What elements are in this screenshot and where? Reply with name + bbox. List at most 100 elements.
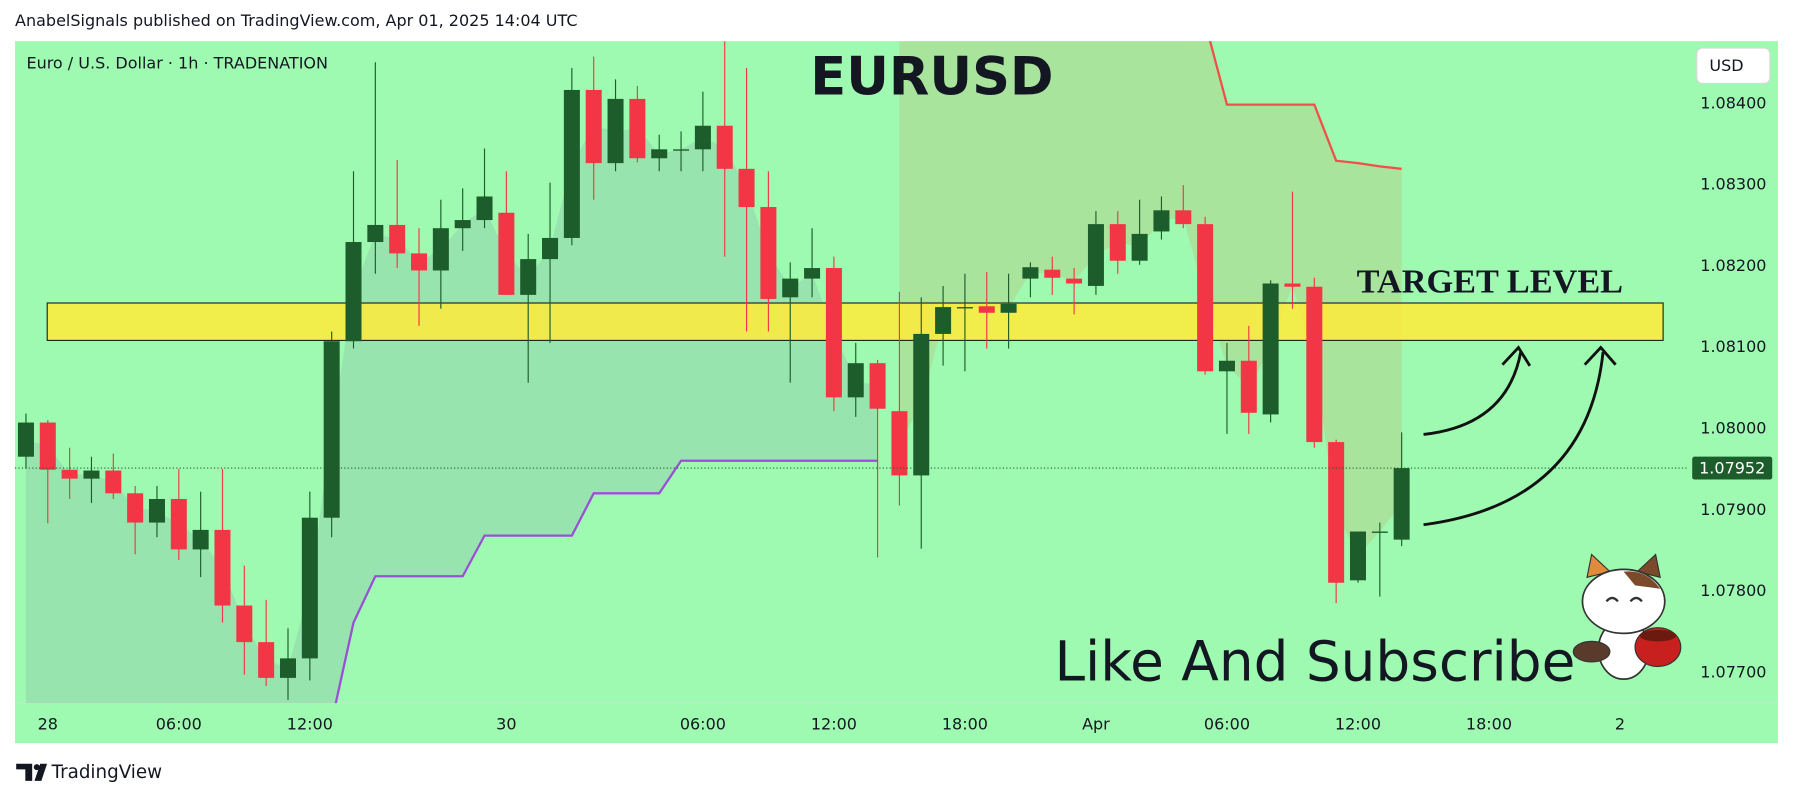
arrow-head [1501, 345, 1532, 367]
trend-line [334, 459, 878, 704]
candle-body [847, 363, 864, 398]
mascot [1572, 553, 1682, 680]
x-tick-label: 06:00 [680, 714, 726, 733]
y-tick-label: 1.08000 [1700, 419, 1766, 438]
candle-body [476, 196, 493, 221]
target-zone [46, 302, 1664, 341]
candle-body [105, 470, 122, 494]
x-tick-label: 28 [38, 714, 58, 733]
mascot-cup-small [1572, 640, 1611, 663]
footer-brand: TradingView [51, 762, 163, 783]
candle-body [367, 224, 384, 243]
candle-body [673, 149, 690, 151]
candle-body [585, 89, 602, 164]
candle-body [61, 469, 78, 479]
x-tick-label: 12:00 [1335, 714, 1381, 733]
candle-body [956, 307, 973, 309]
candle-body [1109, 224, 1126, 261]
candle-body [629, 98, 646, 159]
zone-label: TARGET LEVEL [1357, 263, 1623, 301]
candle-body [17, 422, 34, 457]
candle-body [891, 411, 908, 476]
y-tick-label: 1.07900 [1700, 500, 1766, 519]
price-label-box [1692, 456, 1773, 480]
x-tick-label: 2 [1615, 714, 1625, 733]
candle-body [1306, 286, 1323, 443]
arrow-head [1583, 345, 1617, 366]
x-tick-label: 18:00 [942, 714, 988, 733]
candle-body [1218, 360, 1235, 372]
chart-title: EURUSD [810, 47, 1053, 108]
mascot-patch [1623, 571, 1661, 589]
y-tick-label: 1.07700 [1700, 663, 1766, 682]
candle-body [1328, 442, 1345, 583]
candle-body [1262, 283, 1279, 415]
footer-logo [16, 763, 48, 781]
candle-body [1087, 224, 1104, 286]
y-tick-label: 1.08200 [1700, 256, 1766, 275]
candle-body [651, 149, 668, 159]
candle-body [1175, 210, 1192, 225]
x-tick-label: Apr [1082, 714, 1110, 733]
y-tick-label: 1.08300 [1700, 175, 1766, 194]
candle-body [738, 168, 755, 208]
candle-body [170, 498, 187, 550]
candle-body [760, 207, 777, 299]
candle-body [279, 658, 296, 678]
x-tick-label: 06:00 [156, 714, 202, 733]
candle-body [1153, 210, 1170, 232]
mascot-cup-top [1639, 629, 1677, 642]
x-tick-label: 18:00 [1466, 714, 1512, 733]
trend-line [1208, 41, 1402, 170]
arrow [1423, 351, 1523, 436]
mascot-head [1581, 568, 1666, 635]
candle-body [323, 341, 340, 518]
candle-body [498, 212, 515, 295]
arrows [1423, 345, 1617, 527]
trend-fill [899, 41, 1402, 556]
candle-body [563, 89, 580, 238]
candle-body [411, 253, 428, 271]
candle-body [301, 517, 318, 659]
x-tick-label: 12:00 [811, 714, 857, 733]
candle-body [1197, 224, 1214, 372]
candle-body [1371, 531, 1388, 533]
candle-body [1284, 283, 1301, 287]
price-label: 1.07952 [1699, 459, 1765, 478]
annotation: Like And Subscribe [1054, 630, 1575, 694]
candle-body [214, 529, 231, 606]
candle-body [148, 498, 165, 523]
candle-body [258, 642, 275, 678]
candle-body [1131, 233, 1148, 261]
candle-body [1240, 360, 1257, 413]
candle-body [1000, 303, 1017, 313]
candle-body [454, 220, 471, 229]
y-tick-label: 1.08100 [1700, 337, 1766, 356]
candle-body [39, 422, 56, 470]
x-tick-label: 06:00 [1204, 714, 1250, 733]
candle-body [236, 605, 253, 643]
candle-body [978, 306, 995, 313]
candle-body [694, 125, 711, 150]
candle-body [804, 268, 821, 279]
arrow [1423, 351, 1605, 527]
candle-body [1022, 267, 1039, 279]
candle-body [913, 333, 930, 476]
candle-body [935, 307, 952, 334]
candle-body [869, 363, 886, 409]
x-tick-label: 30 [496, 714, 516, 733]
candle-body [520, 259, 537, 295]
candle-body [1066, 278, 1083, 284]
candle-body [607, 98, 624, 164]
candle-body [432, 228, 449, 271]
currency-box[interactable] [1696, 47, 1771, 85]
currency-label[interactable]: USD [1709, 56, 1743, 75]
plot-area [15, 41, 1687, 704]
publisher-line: AnabelSignals published on TradingView.c… [15, 11, 577, 30]
candle-body [542, 237, 559, 260]
candle-body [389, 224, 406, 254]
candle-body [716, 125, 733, 169]
